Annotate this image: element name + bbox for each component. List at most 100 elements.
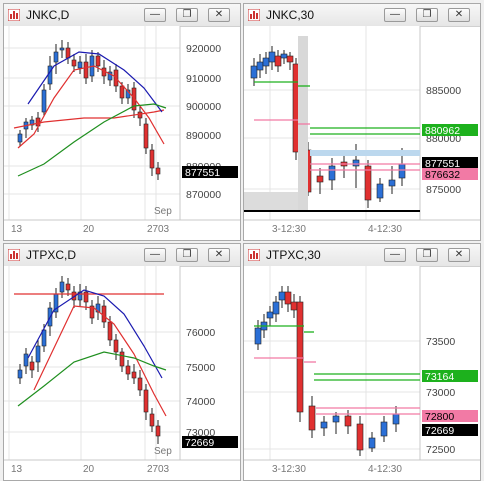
restore-button[interactable]: ❐	[176, 8, 198, 22]
candle-body	[328, 165, 336, 181]
candle-body	[280, 53, 288, 59]
candle-body	[41, 89, 47, 113]
candle-body	[290, 301, 298, 311]
close-button[interactable]: ✕	[448, 248, 470, 262]
month-label: Sep	[154, 446, 172, 457]
candle-body	[368, 437, 376, 449]
candle-body	[137, 377, 143, 391]
candle-body	[262, 57, 270, 67]
candle-body	[137, 111, 143, 119]
candle-body	[149, 413, 155, 427]
price-tag-label: 876632	[425, 169, 460, 181]
candle-body	[53, 51, 59, 63]
candle-body	[155, 425, 161, 437]
close-button[interactable]: ✕	[208, 248, 230, 262]
window-titlebar[interactable]: JTPXC,30 — ❐ ✕	[244, 244, 480, 267]
price-tag: 880962	[422, 124, 478, 137]
y-tick-label: 875000	[426, 184, 461, 196]
candle-body	[65, 47, 71, 59]
candle-body	[119, 85, 125, 99]
x-tick-label: 03	[158, 224, 170, 235]
price-tag-label: 877551	[185, 167, 220, 179]
minimize-button[interactable]: —	[144, 248, 166, 262]
chart-window[interactable]: JTPXC,30 — ❐ ✕ 73500 73000 72500 3-12:30 4-12:30…	[243, 243, 481, 481]
price-chart[interactable]: 73500 73000 72500 3-12:30 4-12:30 73164 72800 7…	[244, 266, 480, 480]
window-titlebar[interactable]: JNKC,30 — ❐ ✕	[244, 4, 480, 27]
window-title: JNKC,D	[26, 8, 70, 22]
price-tag-label: 72800	[425, 411, 454, 423]
close-button[interactable]: ✕	[208, 8, 230, 22]
ma-blue-line	[27, 51, 163, 113]
price-chart[interactable]: 9200009100009000008900008800008700001320…	[4, 26, 240, 240]
candle-body	[352, 159, 360, 167]
chart-window[interactable]: JNKC,D — ❐ ✕ 9200009100009000008900008800008…	[3, 3, 241, 241]
grid	[4, 26, 180, 220]
candle-body	[47, 65, 53, 85]
candle-body	[119, 351, 125, 367]
grid	[244, 266, 420, 460]
close-button[interactable]: ✕	[448, 8, 470, 22]
candle-body	[308, 405, 316, 431]
minimize-button[interactable]: —	[144, 8, 166, 22]
minimize-button[interactable]: —	[384, 248, 406, 262]
candle-body	[131, 371, 137, 379]
chart-window[interactable]: JTPXC,D — ❐ ✕ 76000 75000 74000 73000 13 20 27 03 Se…	[3, 243, 241, 481]
candle-body	[388, 179, 396, 187]
price-tag-label: 72669	[185, 437, 214, 449]
candle-body	[266, 311, 274, 319]
y-tick-label: 76000	[186, 327, 215, 339]
candle-body	[284, 291, 292, 305]
candle-body	[71, 59, 77, 67]
candle-body	[113, 339, 119, 353]
candle-body	[155, 167, 161, 175]
x-tick-label: 4-12:30	[368, 224, 402, 235]
candle-body	[272, 301, 280, 315]
chart-app-icon	[8, 9, 20, 21]
price-tag-label: 880962	[425, 125, 460, 137]
candle-body	[398, 163, 406, 179]
candle-body	[356, 423, 364, 451]
x-tick-label: 20	[83, 464, 95, 475]
candle-body	[268, 51, 276, 63]
window-titlebar[interactable]: JNKC,D — ❐ ✕	[4, 4, 240, 27]
y-tick-label: 75000	[186, 362, 215, 374]
x-tick-label: 3-12:30	[272, 224, 306, 235]
price-tag: 72800	[422, 410, 478, 423]
candle-body	[131, 87, 137, 111]
candle-body	[95, 303, 101, 313]
candle-body	[35, 345, 41, 363]
minimize-button[interactable]: —	[384, 8, 406, 22]
candle-body	[107, 321, 113, 341]
ma-short-line	[33, 305, 167, 417]
restore-button[interactable]: ❐	[416, 8, 438, 22]
scroll-shadow	[244, 192, 304, 212]
ma-blue-line	[27, 289, 163, 379]
candle-body	[286, 55, 294, 63]
candle-body	[95, 55, 101, 67]
plot-area[interactable]	[244, 266, 420, 460]
chart-app-icon	[248, 9, 260, 21]
candle-body	[17, 369, 23, 379]
restore-button[interactable]: ❐	[176, 248, 198, 262]
restore-button[interactable]: ❐	[416, 248, 438, 262]
x-tick-label: 27	[147, 464, 159, 475]
candle-body	[376, 183, 384, 199]
chart-app-icon	[248, 249, 260, 261]
ma-green-line	[17, 103, 167, 177]
candle-body	[278, 291, 286, 301]
candle-body	[392, 413, 400, 425]
candle-body	[316, 175, 324, 183]
y-tick-label: 74000	[186, 396, 215, 408]
window-titlebar[interactable]: JTPXC,D — ❐ ✕	[4, 244, 240, 267]
candle-body	[29, 361, 35, 371]
chart-window[interactable]: JNKC,30— ❐ ✕ 885000 880000 875000 3-12:30 4-12:…	[243, 3, 481, 241]
chart-app-icon	[8, 249, 20, 261]
y-tick-label: 73500	[426, 336, 455, 348]
x-tick-label: 13	[11, 224, 23, 235]
ma-green-line	[17, 351, 167, 407]
candles	[254, 286, 400, 456]
candle-body	[59, 47, 65, 51]
candle-body	[254, 327, 262, 345]
